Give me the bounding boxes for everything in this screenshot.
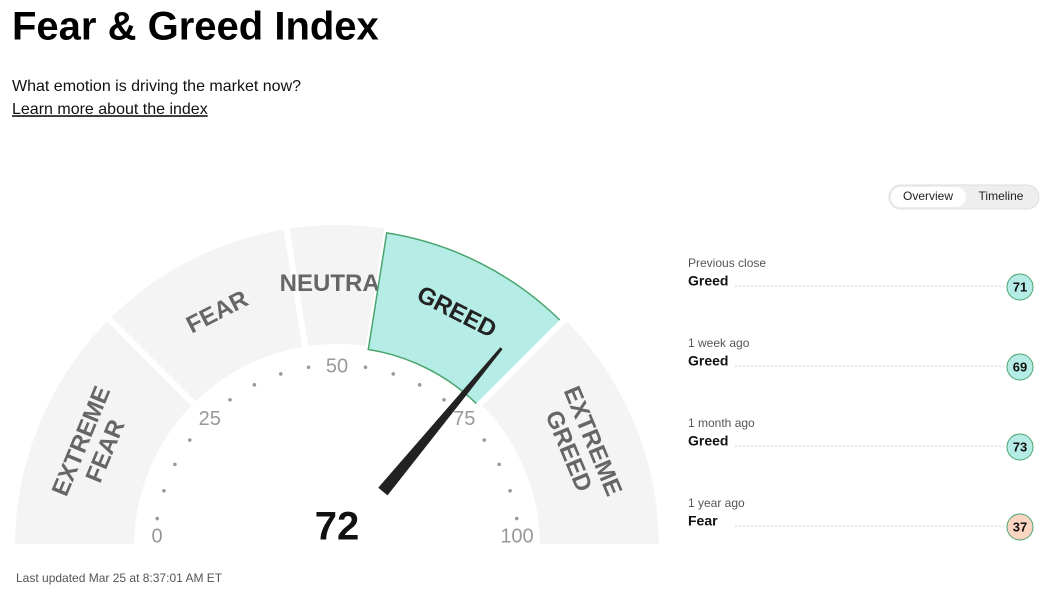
minor-tick [306,365,311,370]
history-badge [1006,433,1034,461]
gauge-value: 72 [315,505,360,549]
minor-tick [497,462,501,467]
segment-label-line: NEUTRAL [280,270,395,297]
minor-tick [442,397,446,402]
footer: Last updated Mar 25 at 8:37:01 AM ET [16,571,223,585]
subtitle: What emotion is driving the market now? [12,78,301,95]
minor-tick [187,438,192,442]
tab-overview[interactable]: Overview [903,189,953,203]
tick-label: 50 [326,355,348,377]
history-label: 1 year ago [688,496,745,510]
tab-active-bg [891,187,966,207]
minor-tick [417,383,422,387]
minor-tick [391,372,396,376]
minor-tick [173,462,177,467]
tick-label: 75 [453,408,475,430]
minor-tick [252,383,257,387]
history-label: Previous close [688,256,766,270]
minor-tick [514,516,519,521]
history-rating: Greed [688,433,728,449]
minor-tick [155,516,160,521]
minor-tick [363,365,368,370]
tab-timeline[interactable]: Timeline [979,189,1024,203]
learn-more-link[interactable]: Learn more about the index [12,101,208,118]
history-value: 37 [1013,519,1027,534]
history-rating: Greed [688,273,728,289]
history-label: 1 week ago [688,336,750,350]
history-value: 71 [1013,279,1027,294]
needle [378,347,503,496]
history-value: 73 [1013,439,1027,454]
history-badge [1006,513,1034,541]
history-label: 1 month ago [688,416,755,430]
gauge-segment [474,312,666,550]
minor-tick [228,397,232,402]
tick-label: 100 [500,525,533,547]
history-badge [1006,353,1034,381]
minor-tick [508,488,512,493]
tick-label: 25 [199,408,221,430]
title: Fear & Greed Index [12,5,379,49]
minor-tick [278,372,283,376]
segment-label: NEUTRAL [280,270,395,297]
history-value: 69 [1013,359,1027,374]
history-rating: Fear [688,513,718,529]
value-disc [272,474,402,600]
minor-tick [162,488,166,493]
minor-tick [482,438,487,442]
tick-label: 0 [151,525,162,547]
history-badge [1006,273,1034,301]
history-rating: Greed [688,353,728,369]
